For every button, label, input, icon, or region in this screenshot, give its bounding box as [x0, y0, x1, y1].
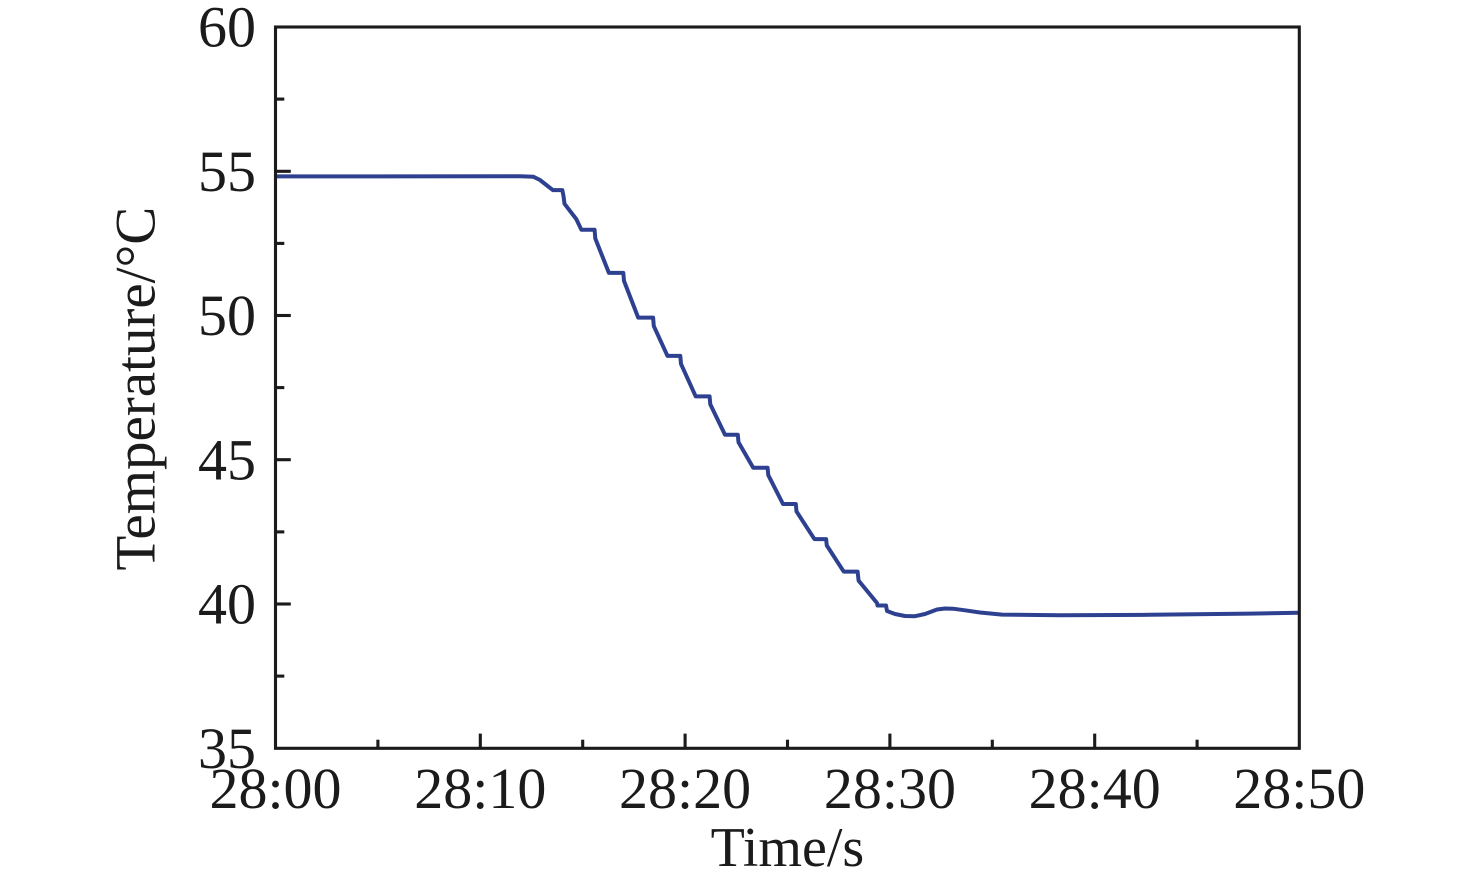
svg-text:Time/s: Time/s: [711, 817, 865, 879]
svg-text:28:30: 28:30: [824, 756, 956, 821]
svg-text:28:50: 28:50: [1233, 756, 1365, 821]
svg-text:50: 50: [198, 283, 256, 348]
svg-text:28:20: 28:20: [619, 756, 751, 821]
svg-text:28:10: 28:10: [414, 756, 546, 821]
svg-text:60: 60: [198, 0, 256, 60]
svg-text:45: 45: [198, 427, 256, 492]
svg-text:Temperature/°C: Temperature/°C: [105, 207, 168, 571]
svg-text:40: 40: [198, 572, 256, 637]
svg-text:55: 55: [198, 139, 256, 204]
svg-text:28:40: 28:40: [1029, 756, 1161, 821]
svg-text:28:00: 28:00: [209, 756, 341, 821]
svg-text:35: 35: [198, 716, 256, 781]
